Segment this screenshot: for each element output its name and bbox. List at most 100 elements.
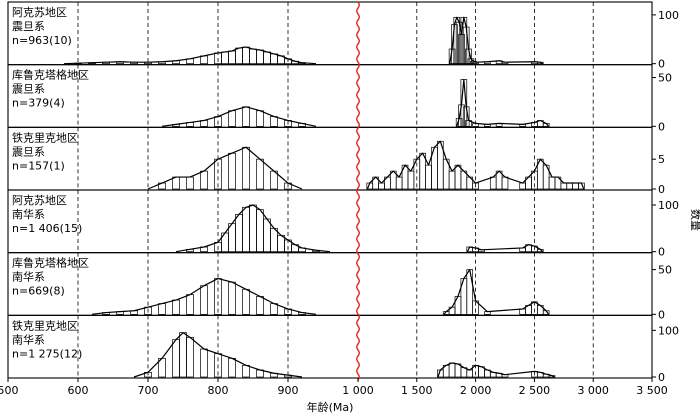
left-bar	[270, 227, 278, 253]
x-tick-label: 600	[68, 384, 89, 397]
y-tick-label: 100	[658, 199, 679, 212]
left-bar	[228, 281, 236, 315]
x-tick-label: 500	[0, 384, 19, 397]
right-density-curve	[466, 244, 544, 253]
axis-break-line	[356, 1, 360, 381]
y-tick-label: 0	[658, 308, 665, 321]
right-bar	[407, 170, 415, 190]
panel-system-label: 震旦系	[12, 83, 45, 96]
right-bar	[448, 170, 456, 190]
right-bar	[454, 164, 462, 190]
left-density-curve	[147, 146, 303, 190]
y-tick-label: 100	[658, 9, 679, 22]
y-tick-label: 50	[658, 72, 672, 85]
panel-n-label: n=1 275(12)	[12, 347, 82, 360]
panel-region-label: 铁克里克地区	[12, 319, 78, 332]
right-bar	[560, 182, 568, 190]
right-bar	[489, 176, 497, 190]
panel-system-label: 南华系	[12, 207, 45, 221]
panel-n-label: n=963(10)	[12, 34, 72, 47]
x-axis-label: 年龄(Ma)	[307, 400, 354, 414]
left-bar	[172, 339, 180, 378]
right-bar	[501, 176, 509, 190]
panel-frame	[7, 314, 653, 379]
x-tick-label: 2 000	[460, 384, 492, 397]
panel-region-label: 库鲁克塔格地区	[12, 68, 89, 82]
panel-region-label: 阿克苏地区	[12, 6, 67, 19]
right-density-curve	[443, 269, 550, 315]
right-bar	[466, 269, 474, 315]
panel-region-label: 铁克里克地区	[12, 131, 78, 144]
left-bar	[221, 51, 229, 65]
left-bar	[179, 332, 187, 378]
left-bar	[186, 294, 194, 315]
left-bar	[256, 49, 264, 65]
panel-n-label: n=157(1)	[12, 159, 65, 172]
left-bar	[242, 206, 250, 253]
x-tick-label: 3 000	[577, 384, 609, 397]
left-bar	[172, 299, 180, 315]
left-density-curve	[63, 46, 317, 65]
left-bar	[172, 176, 180, 190]
left-bar	[235, 213, 243, 253]
y-tick-label: 0	[658, 183, 665, 196]
x-tick-label: 800	[208, 384, 229, 397]
right-bar	[466, 369, 474, 378]
left-bar	[228, 152, 236, 190]
left-bar	[235, 47, 243, 65]
left-bar	[263, 218, 271, 253]
left-bar	[242, 364, 250, 378]
right-bar	[566, 182, 573, 190]
y-axis-label: 数量	[689, 209, 700, 231]
panel-system-label: 南华系	[12, 270, 45, 284]
right-density-curve	[366, 140, 585, 190]
y-tick-label: 0	[658, 120, 665, 133]
left-bar	[263, 51, 271, 65]
left-bar	[242, 288, 250, 315]
left-density-curve	[133, 332, 303, 378]
left-bar	[242, 106, 250, 127]
x-tick-label: 3 500	[636, 384, 668, 397]
right-bar	[378, 182, 385, 190]
panel-n-label: n=669(8)	[12, 285, 65, 298]
right-bar	[519, 308, 526, 315]
x-tick-label: 900	[278, 384, 299, 397]
panel-system-label: 震旦系	[12, 20, 45, 33]
x-tick-label: 1 000	[342, 384, 374, 397]
y-tick-label: 100	[658, 324, 679, 337]
panel-frame	[7, 189, 653, 254]
left-bar	[186, 336, 194, 378]
left-bar	[200, 55, 208, 65]
left-bar	[228, 110, 236, 127]
right-density-curve	[437, 362, 555, 378]
left-bar	[256, 110, 264, 127]
y-tick-label: 50	[658, 264, 672, 277]
x-tick-label: 1 500	[401, 384, 433, 397]
left-density-curve	[175, 204, 331, 253]
left-bar	[277, 234, 285, 253]
right-bar	[395, 176, 403, 190]
left-bar	[200, 348, 208, 378]
y-tick-label: 5	[658, 153, 665, 166]
right-density-curve	[449, 16, 543, 65]
left-bar	[228, 50, 236, 65]
left-bar	[200, 170, 208, 190]
left-bar	[256, 209, 264, 253]
left-bar	[249, 48, 257, 65]
panel-n-label: n=379(4)	[12, 97, 65, 110]
left-bar	[270, 303, 278, 315]
right-bar	[448, 362, 456, 378]
left-bar	[158, 303, 166, 315]
left-bar	[242, 46, 250, 65]
right-density-curve	[456, 78, 549, 127]
left-density-curve	[161, 106, 317, 127]
panel-frame	[7, 252, 653, 316]
panel-system-label: 震旦系	[12, 145, 45, 158]
panel-n-label: n=1 406(15)	[12, 222, 82, 235]
panel-region-label: 阿克苏地区	[12, 194, 67, 207]
left-bar	[256, 296, 264, 315]
